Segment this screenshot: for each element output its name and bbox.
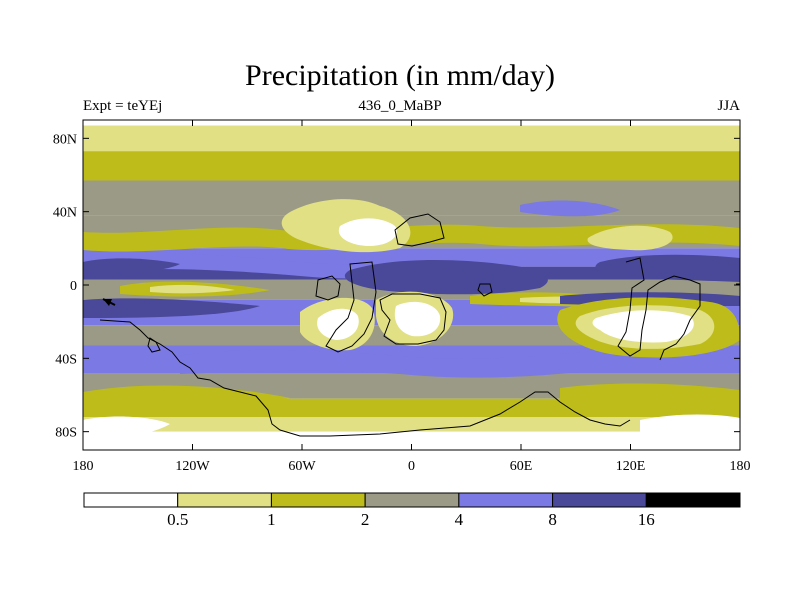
x-tick-label: 180 — [73, 459, 94, 474]
coastline-overlay — [99, 213, 740, 437]
x-tick-label: 60W — [288, 459, 316, 474]
colorbar-label: 1 — [267, 510, 276, 529]
colorbar-label: 2 — [361, 510, 370, 529]
colorbar-label: 16 — [638, 510, 655, 529]
wind-arrow — [102, 298, 116, 306]
zonal-band-1 — [83, 125, 740, 152]
colorbar-label: 4 — [455, 510, 464, 529]
colorbar: 0.5 1 2 4 8 16 — [83, 492, 741, 529]
colorbar-swatch — [645, 492, 741, 508]
x-tick-label: 180 — [730, 459, 751, 474]
zonal-band-3 — [83, 180, 740, 216]
y-tick-label: 80S — [55, 426, 77, 441]
age-label: 436_0_MaBP — [358, 98, 442, 114]
season-label: JJA — [717, 98, 740, 114]
chart-title: Precipitation (in mm/day) — [245, 59, 555, 92]
x-tick-label: 0 — [408, 459, 415, 474]
y-tick-label: 0 — [70, 279, 77, 294]
zonal-band-2 — [83, 151, 740, 181]
x-tick-label: 60E — [510, 459, 533, 474]
precipitation-field — [83, 120, 740, 450]
zonal-band-13 — [83, 417, 740, 432]
precipitation-features — [83, 199, 740, 445]
colorbar-swatch — [552, 492, 647, 508]
colorbar-swatch — [177, 492, 272, 508]
x-tick-label: 120E — [616, 459, 646, 474]
x-tick-label: 120W — [175, 459, 210, 474]
experiment-label: Expt = teYEj — [83, 98, 163, 114]
colorbar-label: 8 — [548, 510, 557, 529]
colorbar-label: 0.5 — [167, 510, 188, 529]
colorbar-swatch — [83, 492, 179, 508]
axes: 80N 40N 0 40S 80S 180 120W 60W 0 60E 120E 180 — [53, 120, 751, 474]
colorbar-swatch — [270, 492, 366, 508]
y-tick-label: 40S — [55, 352, 77, 367]
zonal-band-14 — [83, 431, 740, 450]
y-tick-label: 80N — [53, 132, 77, 147]
y-tick-label: 40N — [53, 206, 77, 221]
colorbar-swatch — [458, 492, 554, 508]
colorbar-swatch — [364, 492, 460, 508]
